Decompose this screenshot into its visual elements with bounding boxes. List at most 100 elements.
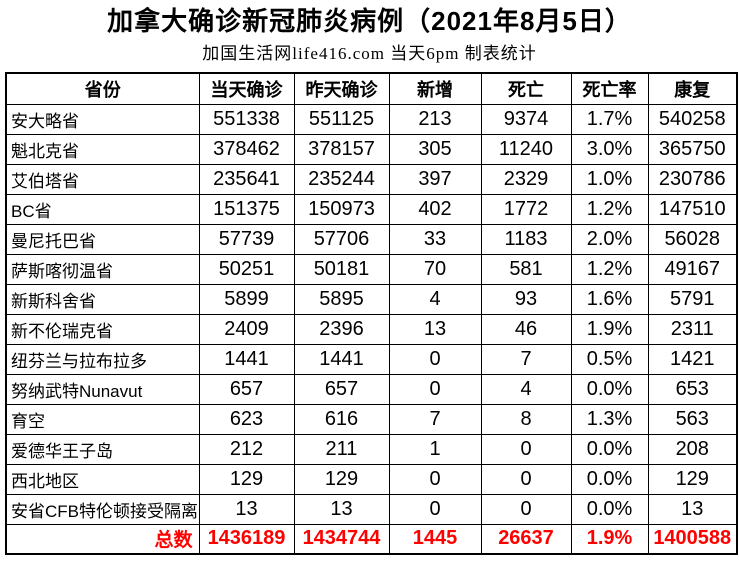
value-cell: 657	[198, 373, 295, 405]
value-cell: 57706	[293, 223, 390, 255]
value-cell: 212	[198, 433, 295, 465]
value-cell: 2396	[293, 313, 390, 345]
value-cell: 0	[480, 433, 572, 465]
covid-stats-table: 省份 当天确诊 昨天确诊 新增 死亡 死亡率 康复 安大略省 551338 551125 213 9…	[5, 72, 738, 555]
value-cell: 57739	[198, 223, 295, 255]
value-cell: 0.0%	[570, 373, 649, 405]
value-cell: 1441	[198, 343, 295, 375]
value-cell: 33	[388, 223, 482, 255]
value-cell: 402	[388, 193, 482, 225]
header-cell: 当天确诊	[198, 72, 295, 105]
province-cell: 新不伦瑞克省	[5, 313, 200, 345]
value-cell: 230786	[647, 163, 738, 195]
value-cell: 0.0%	[570, 433, 649, 465]
value-cell: 0	[480, 493, 572, 525]
table-row: 西北地区 129 129 0 0 0.0% 129	[5, 463, 738, 495]
value-cell: 129	[647, 463, 738, 495]
value-cell: 305	[388, 133, 482, 165]
value-cell: 1441	[293, 343, 390, 375]
value-cell: 378157	[293, 133, 390, 165]
value-cell: 7	[480, 343, 572, 375]
table-body: 安大略省 551338 551125 213 9374 1.7% 540258 魁北克省 378…	[5, 103, 738, 525]
total-value: 1434744	[293, 523, 390, 555]
value-cell: 147510	[647, 193, 738, 225]
value-cell: 4	[480, 373, 572, 405]
value-cell: 0	[480, 463, 572, 495]
value-cell: 1.9%	[570, 313, 649, 345]
province-cell: 曼尼托巴省	[5, 223, 200, 255]
value-cell: 1	[388, 433, 482, 465]
value-cell: 1.7%	[570, 103, 649, 135]
page-title: 加拿大确诊新冠肺炎病例（2021年8月5日）	[107, 6, 632, 36]
value-cell: 2311	[647, 313, 738, 345]
province-cell: 纽芬兰与拉布拉多	[5, 343, 200, 375]
value-cell: 657	[293, 373, 390, 405]
value-cell: 0.5%	[570, 343, 649, 375]
table-row: 安省CFB特伦顿接受隔离 13 13 0 0 0.0% 13	[5, 493, 738, 525]
table-row: 纽芬兰与拉布拉多 1441 1441 0 7 0.5% 1421	[5, 343, 738, 375]
value-cell: 365750	[647, 133, 738, 165]
value-cell: 7	[388, 403, 482, 435]
value-cell: 235641	[198, 163, 295, 195]
value-cell: 1183	[480, 223, 572, 255]
value-cell: 3.0%	[570, 133, 649, 165]
value-cell: 0	[388, 343, 482, 375]
value-cell: 211	[293, 433, 390, 465]
header-cell: 昨天确诊	[293, 72, 390, 105]
province-cell: 育空	[5, 403, 200, 435]
value-cell: 11240	[480, 133, 572, 165]
value-cell: 49167	[647, 253, 738, 285]
header-cell: 康复	[647, 72, 738, 105]
value-cell: 129	[198, 463, 295, 495]
value-cell: 93	[480, 283, 572, 315]
value-cell: 378462	[198, 133, 295, 165]
value-cell: 208	[647, 433, 738, 465]
total-value: 1445	[388, 523, 482, 555]
value-cell: 0.0%	[570, 463, 649, 495]
value-cell: 551338	[198, 103, 295, 135]
value-cell: 2.0%	[570, 223, 649, 255]
province-cell: 安省CFB特伦顿接受隔离	[5, 493, 200, 525]
header-cell: 新增	[388, 72, 482, 105]
total-value: 1436189	[198, 523, 295, 555]
value-cell: 46	[480, 313, 572, 345]
value-cell: 563	[647, 403, 738, 435]
value-cell: 1.2%	[570, 193, 649, 225]
value-cell: 0	[388, 463, 482, 495]
value-cell: 623	[198, 403, 295, 435]
total-value: 1400588	[647, 523, 738, 555]
value-cell: 13	[198, 493, 295, 525]
table-row: 萨斯喀彻温省 50251 50181 70 581 1.2% 49167	[5, 253, 738, 285]
value-cell: 551125	[293, 103, 390, 135]
value-cell: 1421	[647, 343, 738, 375]
value-cell: 8	[480, 403, 572, 435]
table-row: 爱德华王子岛 212 211 1 0 0.0% 208	[5, 433, 738, 465]
value-cell: 5895	[293, 283, 390, 315]
page-subtitle: 加国生活网life416.com 当天6pm 制表统计	[202, 44, 537, 63]
table-row: 新不伦瑞克省 2409 2396 13 46 1.9% 2311	[5, 313, 738, 345]
header-cell: 省份	[5, 72, 200, 105]
province-cell: BC省	[5, 193, 200, 225]
value-cell: 653	[647, 373, 738, 405]
province-cell: 努纳武特Nunavut	[5, 373, 200, 405]
value-cell: 2409	[198, 313, 295, 345]
header-row: 省份 当天确诊 昨天确诊 新增 死亡 死亡率 康复	[5, 72, 738, 105]
value-cell: 13	[388, 313, 482, 345]
table-row: 努纳武特Nunavut 657 657 0 4 0.0% 653	[5, 373, 738, 405]
value-cell: 2329	[480, 163, 572, 195]
province-cell: 魁北克省	[5, 133, 200, 165]
province-cell: 艾伯塔省	[5, 163, 200, 195]
total-value: 1.9%	[570, 523, 649, 555]
province-cell: 安大略省	[5, 103, 200, 135]
value-cell: 235244	[293, 163, 390, 195]
value-cell: 70	[388, 253, 482, 285]
value-cell: 9374	[480, 103, 572, 135]
header-cell: 死亡	[480, 72, 572, 105]
value-cell: 5899	[198, 283, 295, 315]
value-cell: 13	[647, 493, 738, 525]
total-value: 26637	[480, 523, 572, 555]
value-cell: 1.3%	[570, 403, 649, 435]
table-row: BC省 151375 150973 402 1772 1.2% 147510	[5, 193, 738, 225]
value-cell: 0.0%	[570, 493, 649, 525]
